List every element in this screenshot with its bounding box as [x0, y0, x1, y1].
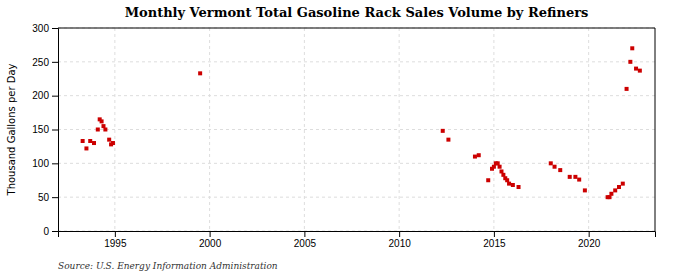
tick-label: 300: [32, 23, 49, 34]
tick-label: 250: [32, 57, 49, 68]
axis-line: [59, 232, 656, 238]
grid: [58, 28, 655, 231]
tick-label: 2010: [389, 238, 412, 249]
point: [107, 138, 111, 142]
tick: 0: [43, 226, 58, 237]
point: [625, 87, 629, 91]
point: [103, 128, 107, 132]
point: [568, 175, 572, 179]
point: [111, 141, 115, 145]
point: [473, 155, 477, 159]
grid-line-y: [58, 95, 655, 96]
point: [100, 119, 104, 123]
grid-line-x: [493, 28, 494, 231]
tick: 2010: [389, 231, 412, 249]
tick-label: 150: [32, 124, 49, 135]
point: [553, 165, 557, 169]
point: [511, 183, 515, 187]
tick-label: 2005: [294, 238, 317, 249]
tick-mark: [52, 197, 58, 198]
tick-mark: [52, 28, 58, 29]
point: [96, 128, 100, 132]
chart-container: 1995 2000 2005 2010 2015 2020 0 50 100 150 200 250 3…: [0, 0, 675, 275]
point: [92, 141, 96, 145]
tick-mark: [115, 231, 116, 237]
tick-mark: [52, 231, 58, 232]
point: [621, 182, 625, 186]
point: [441, 129, 445, 133]
point: [573, 175, 577, 179]
plot-area: 1995 2000 2005 2010 2015 2020 0 50 100 150 200 250 3…: [32, 23, 655, 249]
tick-mark: [52, 130, 58, 131]
point: [486, 178, 490, 182]
point: [634, 67, 638, 71]
grid-line-y: [58, 61, 655, 62]
point: [446, 138, 450, 142]
tick: 200: [32, 90, 58, 101]
point: [577, 178, 581, 182]
tick: 150: [32, 124, 58, 135]
tick-mark: [399, 231, 400, 237]
title: Monthly Vermont Total Gasoline Rack Sale…: [125, 5, 589, 20]
tick-label: 2020: [578, 238, 601, 249]
tick-mark: [210, 231, 211, 237]
tick-label: 2015: [483, 238, 506, 249]
tick-mark: [304, 231, 305, 237]
points: [81, 46, 642, 199]
point: [609, 192, 613, 196]
tick: 1995: [104, 231, 127, 249]
tick-mark: [52, 62, 58, 63]
tick-mark: [52, 96, 58, 97]
point: [84, 146, 88, 150]
tick: 100: [32, 158, 58, 169]
point: [630, 46, 634, 50]
tick: 50: [38, 192, 58, 203]
point: [507, 182, 511, 186]
tick: 300: [32, 23, 58, 34]
point: [558, 168, 562, 172]
x-axis: 1995 2000 2005 2010 2015 2020: [59, 231, 656, 249]
tick: 2000: [199, 231, 222, 249]
point: [477, 153, 481, 157]
tick-label: 200: [32, 90, 49, 101]
grid-line-y: [58, 197, 655, 198]
tick-mark: [494, 231, 495, 237]
point: [88, 139, 92, 143]
point: [617, 185, 621, 189]
point: [81, 139, 85, 143]
point: [198, 71, 202, 75]
point: [638, 69, 642, 73]
frame-top: [58, 28, 655, 29]
point: [517, 185, 521, 189]
tick: 2015: [483, 231, 506, 249]
chart-svg: 1995 2000 2005 2010 2015 2020 0 50 100 150 200 250 3…: [0, 0, 675, 275]
point: [549, 161, 553, 165]
point: [498, 165, 502, 169]
tick-label: 50: [38, 192, 50, 203]
tick-mark: [589, 231, 590, 237]
tick-label: 0: [43, 226, 49, 237]
axis-line: [52, 29, 59, 232]
point: [613, 188, 617, 192]
tick: 2005: [294, 231, 317, 249]
annotation: Source: U.S. Energy Information Administ…: [58, 261, 278, 271]
y-axis-title: Thousand Gallons per Day: [6, 63, 17, 196]
grid-line-x: [399, 28, 400, 231]
tick-label: 100: [32, 158, 49, 169]
grid-line-y: [58, 163, 655, 164]
grid-line-y: [58, 129, 655, 130]
point: [583, 188, 587, 192]
tick-mark: [52, 163, 58, 164]
y-axis: 0 50 100 150 200 250 300: [32, 23, 58, 237]
tick: 2020: [578, 231, 601, 249]
point: [628, 60, 632, 64]
tick: 250: [32, 57, 58, 68]
tick-label: 2000: [199, 238, 222, 249]
tick-label: 1995: [104, 238, 127, 249]
frame-right: [655, 28, 656, 231]
grid-line-y: [58, 28, 655, 29]
